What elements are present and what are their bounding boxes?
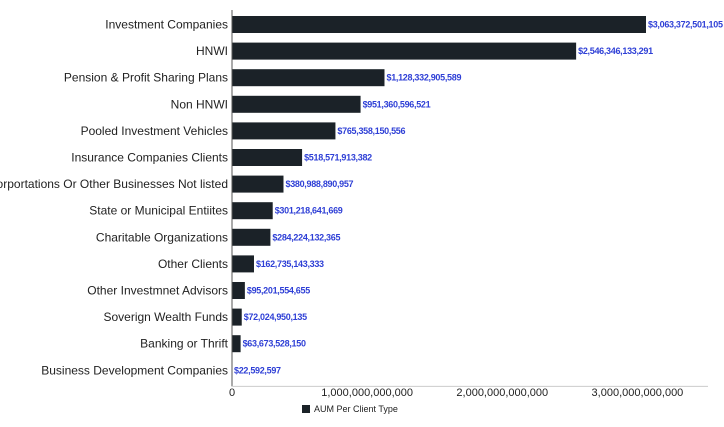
x-axis-ticks: 0 1,000,000,000,000 2,000,000,000,000 3,000… bbox=[229, 385, 708, 399]
data-label: $518,571,913,382 bbox=[304, 153, 372, 163]
bar bbox=[232, 16, 646, 33]
tick-label: 3,000,000,000,000 bbox=[592, 387, 684, 399]
category-label: Pension & Profit Sharing Plans bbox=[64, 71, 228, 85]
bar bbox=[232, 122, 336, 140]
bar bbox=[232, 255, 254, 273]
category-label: Charitable Organizations bbox=[96, 230, 228, 244]
category-label: HNWI bbox=[196, 44, 228, 58]
value-labels: $3,063,372,501,105 $2,546,346,133,291 $1,1… bbox=[234, 20, 723, 376]
category-label: Non HNWI bbox=[171, 97, 228, 111]
bar bbox=[232, 95, 361, 113]
bars bbox=[232, 16, 646, 379]
data-label: $63,673,528,150 bbox=[243, 339, 306, 349]
bar bbox=[232, 335, 241, 353]
legend-swatch bbox=[302, 405, 310, 413]
data-label: $72,024,950,135 bbox=[244, 312, 307, 322]
category-label: Other Clients bbox=[158, 257, 228, 271]
bar bbox=[232, 175, 284, 193]
bar bbox=[232, 69, 385, 87]
category-label: State or Municipal Entiites bbox=[89, 204, 228, 218]
bar bbox=[232, 282, 245, 299]
category-label: Insurance Companies Clients bbox=[71, 151, 228, 165]
category-label: Other Investmnet Advisors bbox=[87, 284, 228, 298]
data-label: $3,063,372,501,105 bbox=[648, 20, 723, 30]
data-label: $380,988,890,957 bbox=[285, 179, 353, 189]
data-label: $2,546,346,133,291 bbox=[578, 46, 653, 56]
bar bbox=[232, 228, 271, 246]
category-labels: Investment Companies HNWI Pension & Profit… bbox=[0, 18, 229, 378]
bar bbox=[232, 202, 273, 220]
data-label: $95,201,554,655 bbox=[247, 286, 310, 296]
data-label: $951,360,596,521 bbox=[363, 99, 431, 109]
category-label: Corportations Or Other Businesses Not li… bbox=[0, 177, 228, 191]
category-label: Banking or Thrift bbox=[140, 337, 228, 351]
legend-label: AUM Per Client Type bbox=[314, 404, 398, 414]
data-label: $284,224,132,365 bbox=[272, 232, 340, 242]
data-label: $301,218,641,669 bbox=[275, 206, 343, 216]
tick-label: 0 bbox=[229, 387, 235, 399]
data-label: $162,735,143,333 bbox=[256, 259, 324, 269]
category-label: Investment Companies bbox=[105, 18, 228, 32]
category-label: Pooled Investment Vehicles bbox=[81, 124, 228, 138]
data-label: $1,128,332,905,589 bbox=[386, 73, 461, 83]
data-label: $765,358,150,556 bbox=[337, 126, 405, 136]
category-label: Soverign Wealth Funds bbox=[103, 310, 228, 324]
bar bbox=[232, 308, 242, 326]
data-label: $22,592,597 bbox=[234, 365, 281, 375]
legend: AUM Per Client Type bbox=[302, 404, 398, 414]
bar bbox=[232, 42, 577, 60]
tick-label: 1,000,000,000,000 bbox=[321, 387, 413, 399]
bar bbox=[232, 149, 303, 166]
tick-label: 2,000,000,000,000 bbox=[456, 387, 548, 399]
category-label: Business Development Companies bbox=[41, 363, 228, 377]
